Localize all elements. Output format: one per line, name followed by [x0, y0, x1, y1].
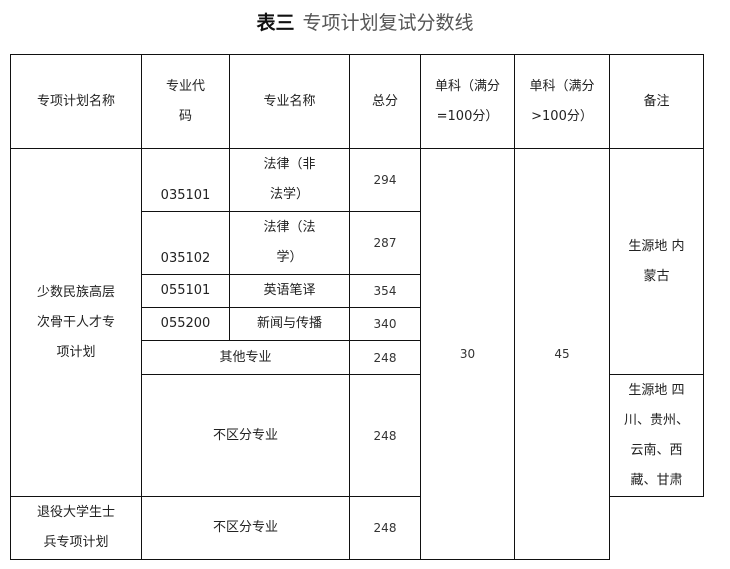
page-title: 表三 专项计划复试分数线: [256, 12, 474, 34]
single-over-100-score: 45: [514, 148, 610, 560]
remark-southwest: 生源地 四川、贵州、云南、西藏、甘肃: [609, 374, 704, 497]
total-cell: 354: [349, 274, 421, 308]
header-single-100: 单科（满分=100分）: [420, 54, 515, 149]
other-major: 其他专业: [141, 340, 350, 375]
remark-inner-mongolia: 生源地 内蒙古: [609, 148, 704, 375]
total-cell: 294: [349, 148, 421, 212]
code-cell: 035101: [141, 148, 230, 212]
other-total: 248: [349, 340, 421, 375]
undiff-major-2: 不区分专业: [141, 496, 350, 560]
plan-minority: 少数民族高层次骨干人才专项计划: [10, 148, 142, 497]
header-major: 专业名称: [229, 54, 350, 149]
code-cell: 035102: [141, 211, 230, 275]
plan-veteran: 退役大学生士兵专项计划: [10, 496, 142, 560]
header-total: 总分: [349, 54, 421, 149]
header-single-over-100: 单科（满分>100分）: [514, 54, 610, 149]
total-cell: 287: [349, 211, 421, 275]
header-plan: 专项计划名称: [10, 54, 142, 149]
header-code: 专业代码: [141, 54, 230, 149]
undiff-total-2: 248: [349, 496, 421, 560]
undiff-major-1: 不区分专业: [141, 374, 350, 497]
undiff-total-1: 248: [349, 374, 421, 497]
major-cell: 英语笔译: [229, 274, 350, 308]
code-cell: 055200: [141, 307, 230, 341]
major-cell: 法律（非法学）: [229, 148, 350, 212]
single-100-score: 30: [420, 148, 515, 560]
major-cell: 法律（法学）: [229, 211, 350, 275]
major-cell: 新闻与传播: [229, 307, 350, 341]
header-remarks: 备注: [609, 54, 704, 149]
code-cell: 055101: [141, 274, 230, 308]
total-cell: 340: [349, 307, 421, 341]
